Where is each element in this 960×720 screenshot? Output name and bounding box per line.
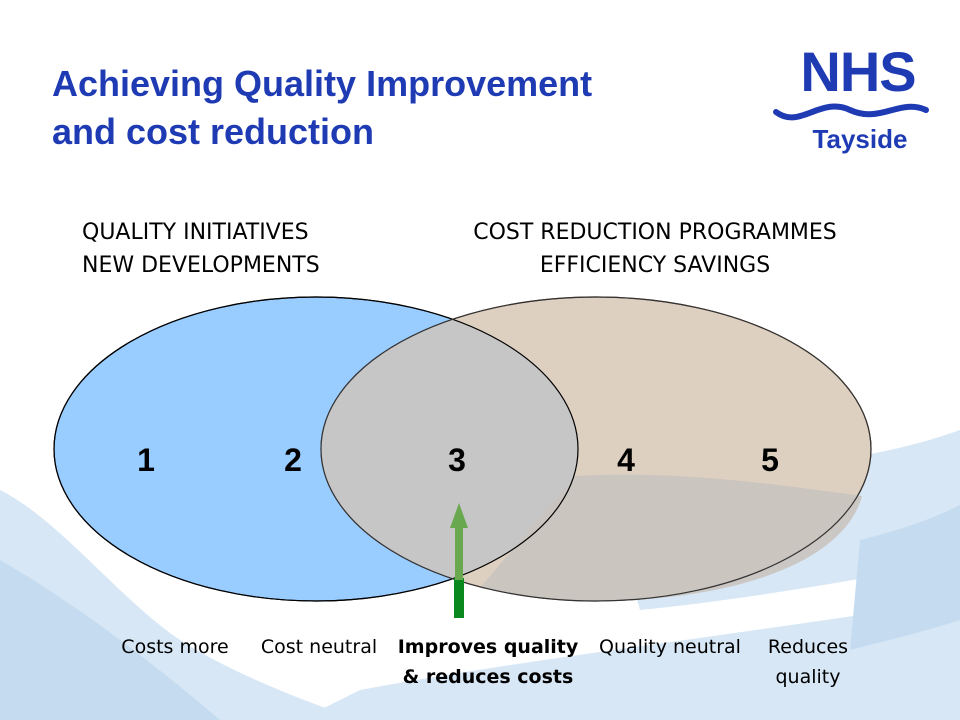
zone-number-3: 3 bbox=[448, 442, 466, 478]
cost-reduction-outline bbox=[320, 296, 872, 602]
title-line-2: and cost reduction bbox=[52, 111, 375, 152]
swoosh-shape-right-inner bbox=[850, 505, 960, 650]
right-ellipse-lower-shade bbox=[480, 474, 862, 601]
arrow-shaft bbox=[455, 526, 463, 580]
nhs-logo: NHS Tayside bbox=[770, 40, 930, 170]
right-set-line-1: COST REDUCTION PROGRAMMES bbox=[473, 220, 837, 245]
page-title: Achieving Quality Improvement and cost r… bbox=[52, 60, 752, 156]
zone-number-1: 1 bbox=[137, 442, 155, 478]
caption-cost-neutral: Cost neutral bbox=[252, 632, 386, 662]
caption-reduces-quality: Reduces quality bbox=[752, 632, 864, 692]
left-set-line-1: QUALITY INITIATIVES bbox=[82, 220, 309, 245]
swoosh-shape-bottom bbox=[300, 600, 960, 720]
zone-number-5: 5 bbox=[761, 442, 779, 478]
caption-costs-more: Costs more bbox=[110, 632, 240, 662]
logo-wordmark: NHS bbox=[800, 40, 916, 103]
caption-1-line-1: Costs more bbox=[121, 636, 229, 658]
arrow-up-icon bbox=[450, 503, 468, 528]
left-set-line-2: NEW DEVELOPMENTS bbox=[82, 253, 320, 278]
caption-3-line-1: Improves quality bbox=[397, 636, 579, 658]
title-line-1: Achieving Quality Improvement bbox=[52, 63, 593, 104]
quality-initiatives-outline bbox=[53, 296, 579, 602]
caption-4-line-1: Quality neutral bbox=[599, 636, 741, 658]
right-set-line-2: EFFICIENCY SAVINGS bbox=[539, 253, 771, 278]
zone-number-4: 4 bbox=[617, 442, 635, 478]
caption-5-line-2: quality bbox=[775, 666, 841, 688]
logo-wave-icon bbox=[773, 103, 929, 121]
caption-improves-quality: Improves quality & reduces costs bbox=[390, 632, 586, 692]
zone-number-2: 2 bbox=[284, 442, 302, 478]
caption-5-line-1: Reduces bbox=[767, 636, 849, 658]
swoosh-shape-left-inner bbox=[0, 560, 220, 720]
right-set-label: COST REDUCTION PROGRAMMES EFFICIENCY SAV… bbox=[440, 216, 870, 282]
left-set-label: QUALITY INITIATIVES NEW DEVELOPMENTS bbox=[82, 216, 320, 282]
logo-subtitle: Tayside bbox=[812, 124, 908, 154]
arrow-base bbox=[454, 578, 464, 618]
caption-3-line-2: & reduces costs bbox=[402, 666, 574, 688]
caption-quality-neutral: Quality neutral bbox=[592, 632, 748, 662]
caption-2-line-1: Cost neutral bbox=[260, 636, 378, 658]
